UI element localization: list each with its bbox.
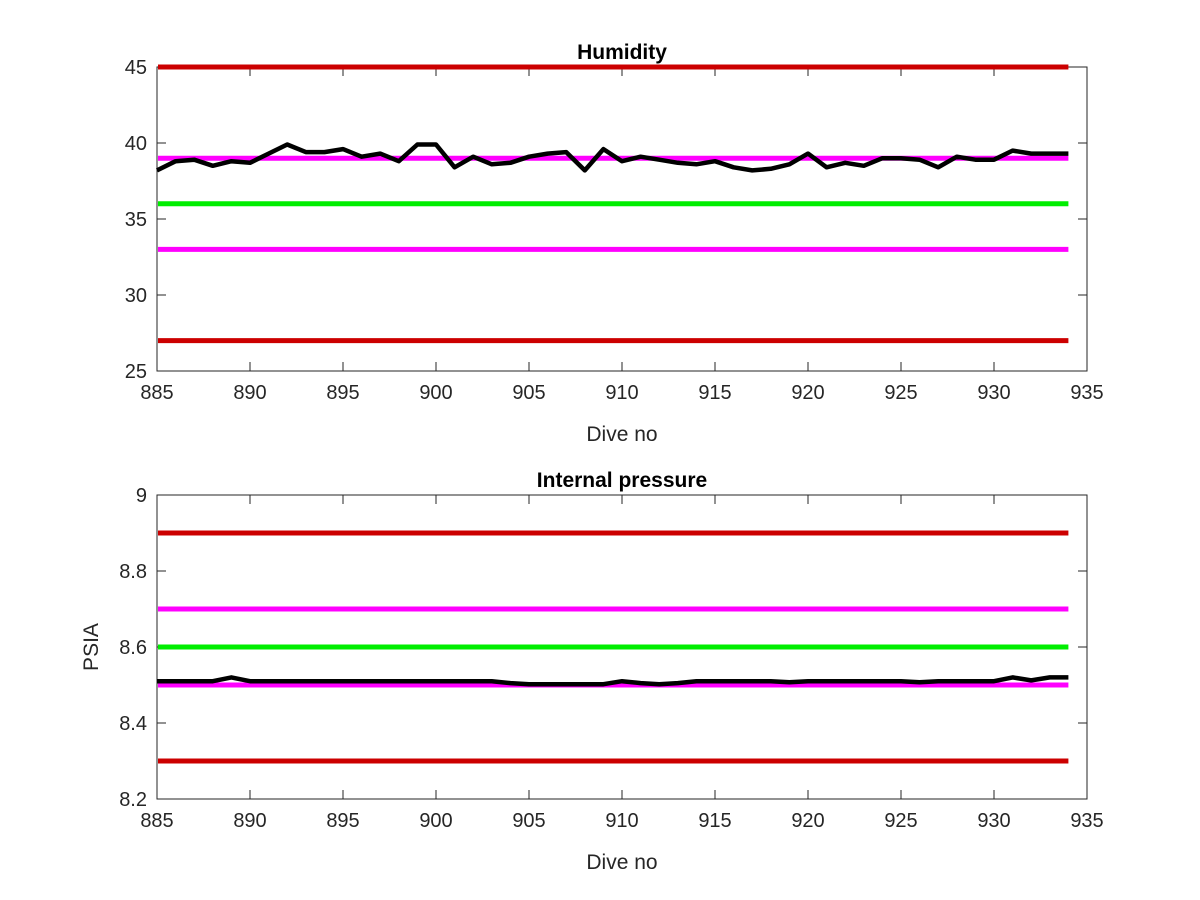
humidity-y-tick-label: 30 (125, 285, 147, 307)
humidity-x-tick-label: 935 (1070, 382, 1103, 404)
pressure-x-tick-label: 900 (419, 810, 452, 832)
pressure-x-tick-label: 895 (326, 810, 359, 832)
pressure-x-tick-label: 935 (1070, 810, 1103, 832)
humidity-x-tick-label: 900 (419, 382, 452, 404)
humidity-plot: 885 890 895 900 905 910 915 920 925 930 935 25 30 35 4… (125, 41, 1104, 446)
humidity-x-tick-label: 925 (884, 382, 917, 404)
pressure-x-tick-label: 885 (140, 810, 173, 832)
pressure-y-axis-label: PSIA (80, 623, 103, 671)
humidity-x-tick-label: 905 (512, 382, 545, 404)
pressure-x-tick-label: 910 (605, 810, 638, 832)
humidity-x-tick-label: 895 (326, 382, 359, 404)
internal-pressure-plot: 885 890 895 900 905 910 915 920 925 930 935 8.2 8.4 8… (80, 469, 1104, 874)
humidity-y-tick-label: 45 (125, 57, 147, 79)
humidity-x-tick-label: 915 (698, 382, 731, 404)
pressure-x-tick-label: 915 (698, 810, 731, 832)
humidity-y-tick-label: 40 (125, 133, 147, 155)
humidity-x-tick-label: 890 (233, 382, 266, 404)
pressure-x-tick-label: 930 (977, 810, 1010, 832)
pressure-series-line (157, 675, 1069, 687)
humidity-x-tick-label: 920 (791, 382, 824, 404)
humidity-series-line (156, 142, 1069, 173)
pressure-x-tick-label: 905 (512, 810, 545, 832)
humidity-x-tick-label: 930 (977, 382, 1010, 404)
pressure-x-axis-label: Dive no (586, 851, 657, 874)
pressure-x-tick-label: 920 (791, 810, 824, 832)
humidity-axes-box (156, 66, 1088, 372)
pressure-y-tick-label: 8.2 (119, 789, 147, 811)
humidity-x-axis-label: Dive no (586, 423, 657, 446)
pressure-title: Internal pressure (537, 469, 707, 492)
pressure-y-tick-label: 8.4 (119, 713, 147, 735)
humidity-y-tick-label: 25 (125, 361, 147, 383)
humidity-y-tick-label: 35 (125, 209, 147, 231)
pressure-x-tick-label: 890 (233, 810, 266, 832)
humidity-x-tick-label: 910 (605, 382, 638, 404)
pressure-x-tick-label: 925 (884, 810, 917, 832)
humidity-x-tick-label: 885 (140, 382, 173, 404)
humidity-title: Humidity (577, 41, 667, 64)
pressure-y-tick-label: 9 (136, 485, 147, 507)
pressure-y-tick-label: 8.8 (119, 561, 147, 583)
pressure-y-tick-label: 8.6 (119, 637, 147, 659)
